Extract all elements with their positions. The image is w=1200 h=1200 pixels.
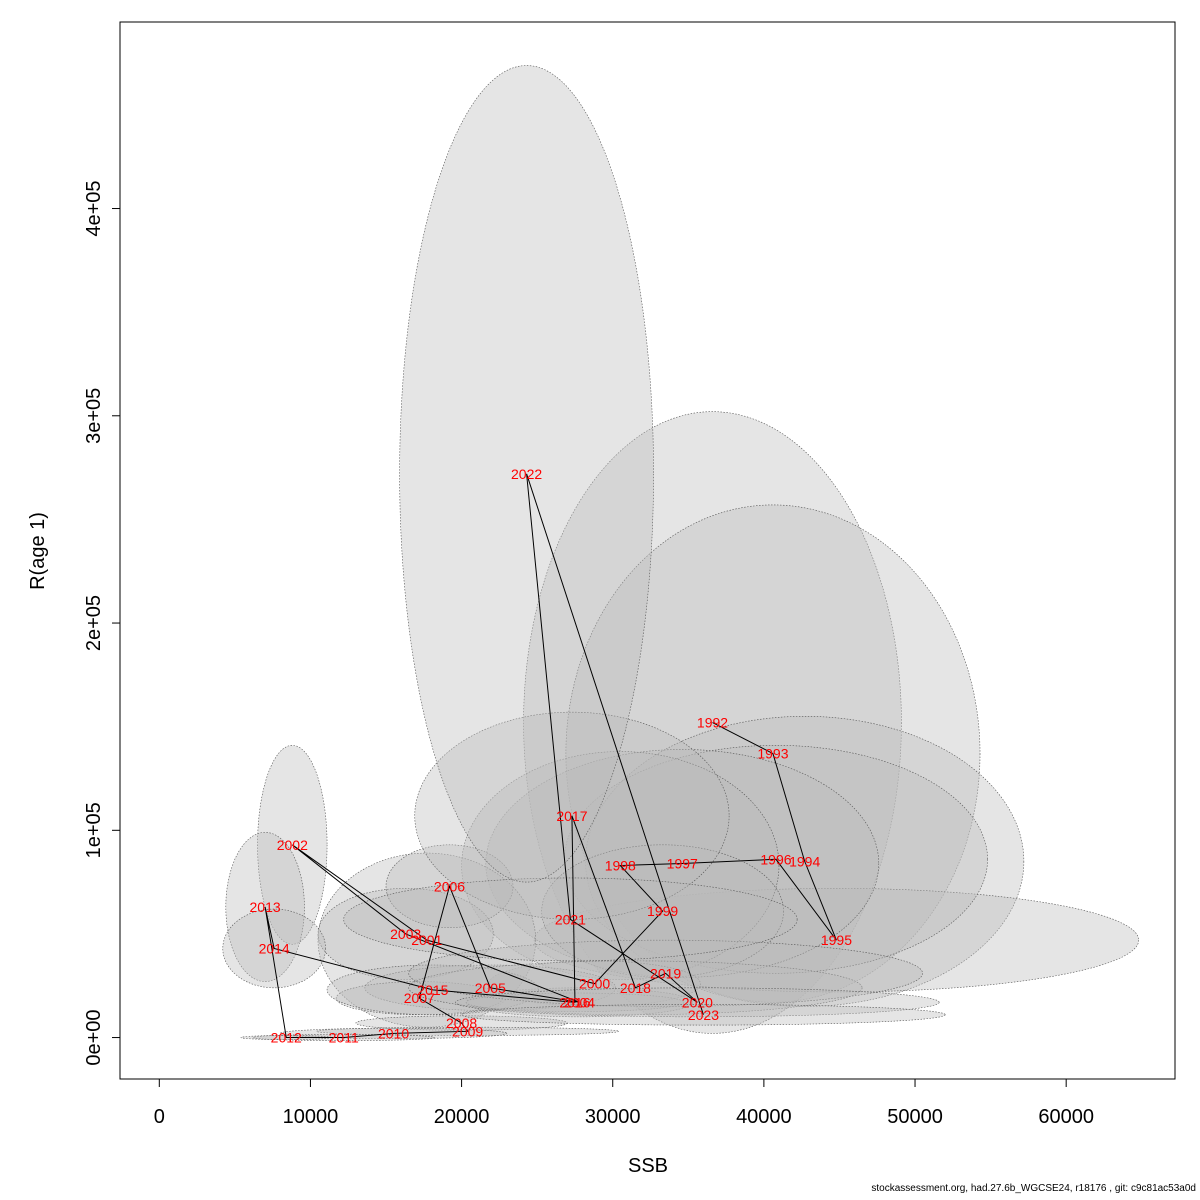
year-label-2023: 2023 <box>688 1007 719 1023</box>
year-label-2015: 2015 <box>417 982 448 998</box>
year-label-1993: 1993 <box>757 746 788 762</box>
year-label-1998: 1998 <box>605 858 636 874</box>
year-label-2020: 2020 <box>682 994 713 1010</box>
year-label-1997: 1997 <box>667 855 698 871</box>
x-axis: 0 10000 20000 30000 40000 50000 60000 <box>154 1078 1094 1128</box>
y-axis-title: R(age 1) <box>27 512 49 590</box>
x-axis-title: SSB <box>628 1155 668 1177</box>
year-label-2022: 2022 <box>511 466 542 482</box>
footer-credit: stockassessment.org, had.27.6b_WGCSE24, … <box>871 1183 1196 1194</box>
x-tick-label: 40000 <box>736 1106 792 1128</box>
x-tick-label: 30000 <box>585 1106 641 1128</box>
year-label-1999: 1999 <box>647 903 678 919</box>
y-tick-label: 1e+05 <box>83 802 105 858</box>
x-tick-label: 50000 <box>887 1106 943 1128</box>
year-label-2003: 2003 <box>390 926 421 942</box>
y-tick-label: 4e+05 <box>83 180 105 236</box>
year-label-2005: 2005 <box>475 980 506 996</box>
year-label-2021: 2021 <box>555 911 586 927</box>
x-tick-label: 0 <box>154 1106 165 1128</box>
year-label-1994: 1994 <box>789 853 820 869</box>
year-label-2001: 2001 <box>411 932 442 948</box>
year-label-2009: 2009 <box>452 1023 483 1039</box>
confidence-ellipses <box>222 65 1140 1041</box>
y-axis: 0e+00 1e+05 2e+05 3e+05 4e+05 <box>83 180 121 1066</box>
y-tick-label: 3e+05 <box>83 388 105 444</box>
year-label-2019: 2019 <box>650 965 681 981</box>
year-labels: 1992 1993 1994 1995 1996 1997 1998 1999 2000 2001… <box>250 466 853 1046</box>
trajectory-polyline <box>264 473 837 1039</box>
year-label-1992: 1992 <box>697 715 728 731</box>
year-label-2007: 2007 <box>404 990 435 1006</box>
x-tick-label: 60000 <box>1038 1106 1094 1128</box>
year-label-2013: 2013 <box>250 899 281 915</box>
y-tick-label: 0e+00 <box>83 1009 105 1065</box>
y-tick-label: 2e+05 <box>83 595 105 651</box>
year-label-2011: 2011 <box>329 1030 359 1046</box>
year-label-2006: 2006 <box>434 878 465 894</box>
year-label-2017: 2017 <box>556 808 587 824</box>
year-label-2010: 2010 <box>378 1025 409 1041</box>
year-label-2008: 2008 <box>446 1015 477 1031</box>
x-tick-label: 20000 <box>434 1106 490 1128</box>
trajectory-line <box>264 473 837 1039</box>
year-label-2002: 2002 <box>277 837 308 853</box>
year-label-1995: 1995 <box>821 932 852 948</box>
year-label-2000: 2000 <box>579 976 610 992</box>
year-label-2004: 2004 <box>564 994 595 1010</box>
year-label-2012: 2012 <box>271 1030 302 1046</box>
year-label-2018: 2018 <box>620 980 651 996</box>
x-tick-label: 10000 <box>283 1106 339 1128</box>
year-label-2014: 2014 <box>259 940 290 956</box>
year-label-1996: 1996 <box>760 851 791 867</box>
year-label-2016: 2016 <box>559 994 590 1010</box>
